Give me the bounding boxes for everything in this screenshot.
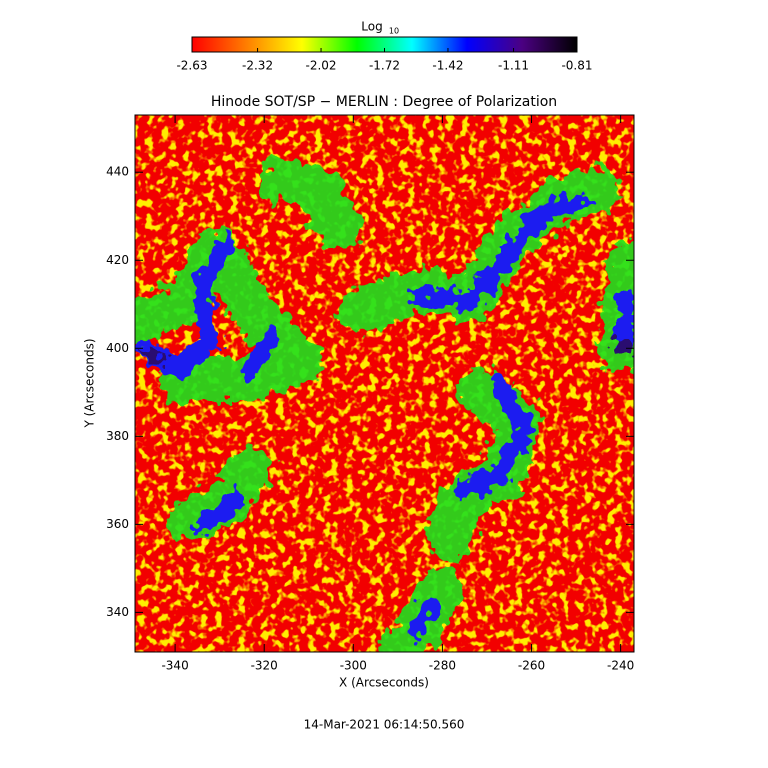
x-tick-label: -260 bbox=[518, 659, 545, 673]
colorbar-label: Log bbox=[361, 20, 382, 34]
colorbar-tick-label: -2.32 bbox=[242, 59, 273, 73]
plot-frame bbox=[134, 114, 635, 653]
x-tick-label: -280 bbox=[429, 659, 456, 673]
timestamp: 14-Mar-2021 06:14:50.560 bbox=[304, 718, 465, 732]
y-tick-label: 340 bbox=[106, 605, 129, 619]
y-tick-label: 400 bbox=[106, 341, 129, 355]
heatmap bbox=[135, 115, 634, 652]
x-axis-label: X (Arcseconds) bbox=[339, 676, 429, 690]
x-tick-label: -240 bbox=[607, 659, 634, 673]
colorbar-tick-label: -2.63 bbox=[176, 59, 207, 73]
colorbar-tick-label: -0.81 bbox=[561, 59, 592, 73]
colorbar-label-sub: 10 bbox=[389, 27, 399, 36]
x-tick-label: -320 bbox=[251, 659, 278, 673]
x-tick-label: -300 bbox=[340, 659, 367, 673]
y-tick-label: 420 bbox=[106, 253, 129, 267]
y-axis-label: Y (Arcseconds) bbox=[83, 338, 97, 428]
y-tick-label: 380 bbox=[106, 429, 129, 443]
chart-title: Hinode SOT/SP − MERLIN : Degree of Polar… bbox=[211, 94, 557, 110]
y-tick-label: 360 bbox=[106, 517, 129, 531]
y-tick-label: 440 bbox=[106, 165, 129, 179]
colorbar-tick-label: -2.02 bbox=[306, 59, 337, 73]
colorbar-tick-label: -1.42 bbox=[432, 59, 463, 73]
colorbar-tick-label: -1.72 bbox=[369, 59, 400, 73]
colorbar-tick-label: -1.11 bbox=[498, 59, 529, 73]
x-tick-label: -340 bbox=[161, 659, 188, 673]
